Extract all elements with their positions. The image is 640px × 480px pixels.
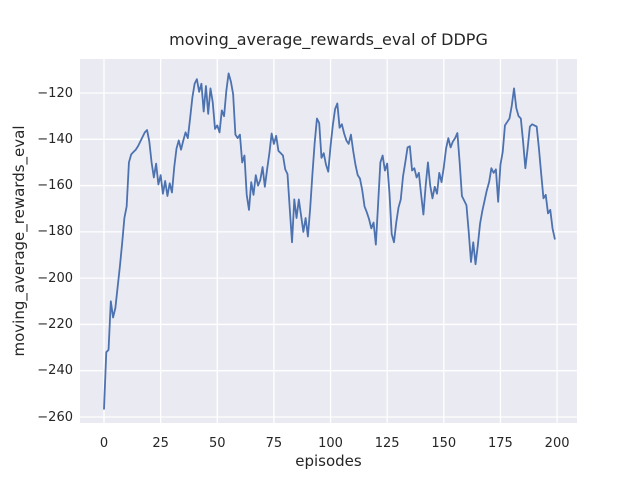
y-tick-label: −220 [37, 316, 73, 332]
y-tick-label: −120 [37, 85, 73, 101]
chart-title: moving_average_rewards_eval of DDPG [169, 30, 488, 49]
x-tick-label: 50 [209, 436, 226, 451]
x-tick-label: 75 [265, 436, 283, 451]
y-tick-label: −160 [37, 178, 73, 194]
x-tick-label: 125 [374, 436, 400, 451]
y-tick-label: −180 [37, 224, 73, 240]
x-axis-label: episodes [295, 452, 362, 470]
y-tick-label: −260 [37, 409, 73, 425]
x-tick-label: 200 [544, 436, 570, 451]
x-tick-label: 150 [431, 436, 457, 451]
y-tick-label: −240 [37, 363, 73, 379]
x-tick-label: 175 [487, 436, 513, 451]
reward-line [103, 72, 556, 410]
x-tick-label: 100 [318, 436, 343, 451]
axes-background [80, 59, 577, 423]
y-tick-label: −200 [37, 270, 73, 286]
y-tick-label: −140 [37, 131, 73, 147]
x-tick-label: 25 [152, 436, 169, 451]
x-tick-label: 0 [99, 436, 109, 451]
